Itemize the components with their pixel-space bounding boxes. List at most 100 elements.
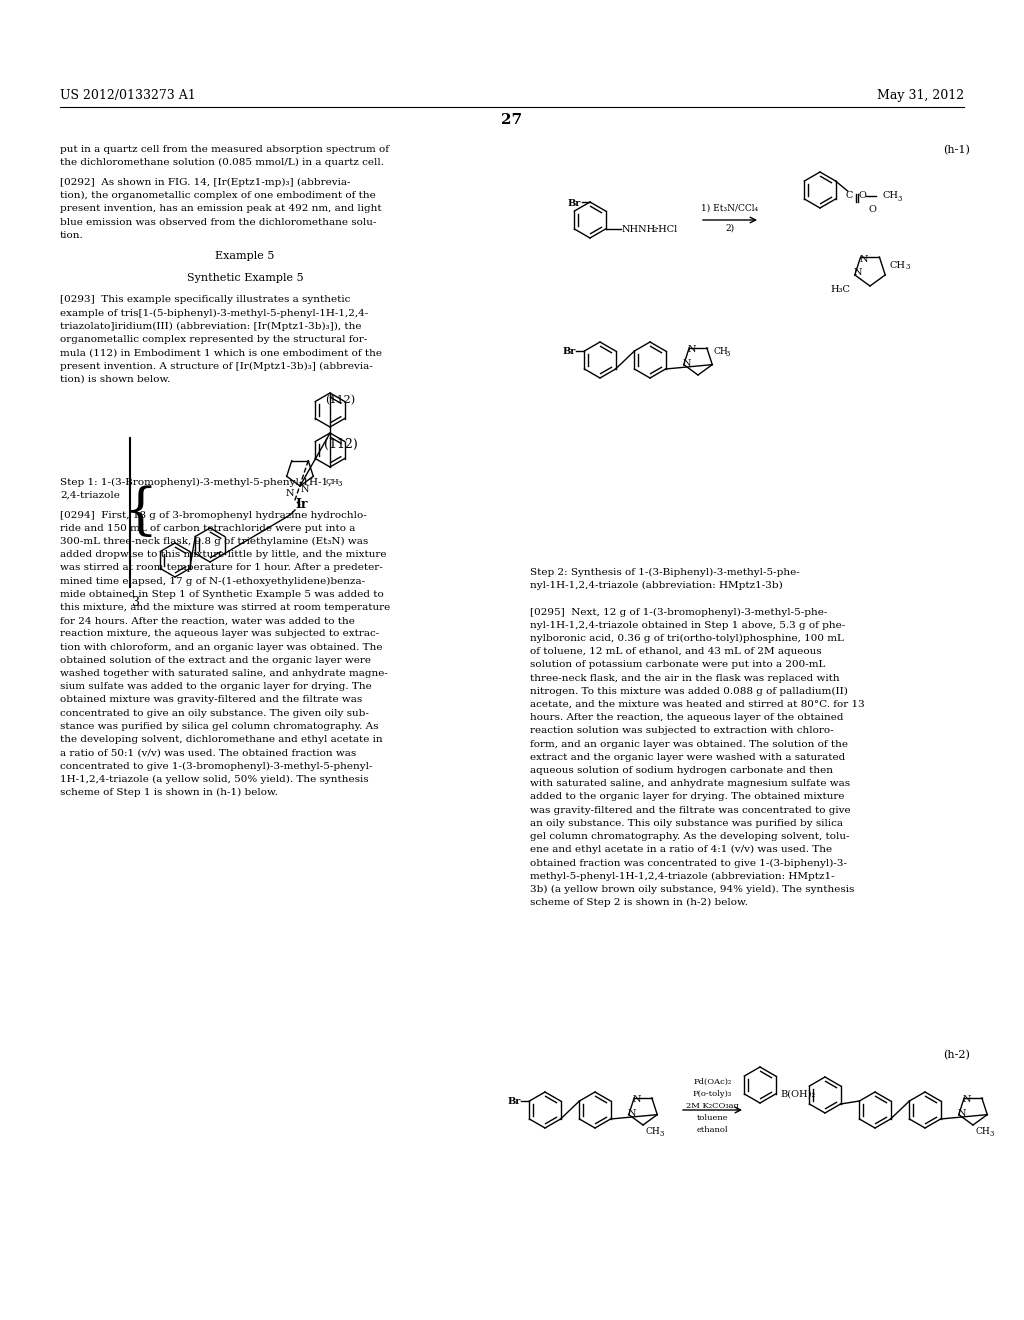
Text: B(OH)₂: B(OH)₂: [780, 1089, 816, 1098]
Text: P(o-toly)₃: P(o-toly)₃: [693, 1090, 732, 1098]
Text: reaction solution was subjected to extraction with chloro-: reaction solution was subjected to extra…: [530, 726, 834, 735]
Text: Synthetic Example 5: Synthetic Example 5: [186, 273, 303, 282]
Text: example of tris[1-(5-biphenyl)-3-methyl-5-phenyl-1H-1,2,4-: example of tris[1-(5-biphenyl)-3-methyl-…: [60, 309, 369, 318]
Text: a ratio of 50:1 (v/v) was used. The obtained fraction was: a ratio of 50:1 (v/v) was used. The obta…: [60, 748, 356, 758]
Text: N: N: [688, 346, 696, 354]
Text: 2: 2: [652, 227, 657, 235]
Text: the developing solvent, dichloromethane and ethyl acetate in: the developing solvent, dichloromethane …: [60, 735, 383, 744]
Text: scheme of Step 2 is shown in (h-2) below.: scheme of Step 2 is shown in (h-2) below…: [530, 898, 748, 907]
Text: Br: Br: [508, 1097, 521, 1106]
Text: N: N: [286, 490, 294, 499]
Text: ethanol: ethanol: [696, 1126, 728, 1134]
Text: nylboronic acid, 0.36 g of tri(ortho-tolyl)phosphine, 100 mL: nylboronic acid, 0.36 g of tri(ortho-tol…: [530, 634, 844, 643]
Text: [0294]  First, 18 g of 3-bromophenyl hydrazine hydrochlo-: [0294] First, 18 g of 3-bromophenyl hydr…: [60, 511, 367, 520]
Text: blue emission was observed from the dichloromethane solu-: blue emission was observed from the dich…: [60, 218, 377, 227]
Text: put in a quartz cell from the measured absorption spectrum of: put in a quartz cell from the measured a…: [60, 145, 389, 154]
Text: ene and ethyl acetate in a ratio of 4:1 (v/v) was used. The: ene and ethyl acetate in a ratio of 4:1 …: [530, 845, 833, 854]
Text: [0292]  As shown in FIG. 14, [Ir(Eptz1-mp)₃] (abbrevia-: [0292] As shown in FIG. 14, [Ir(Eptz1-mp…: [60, 178, 350, 187]
Text: mined time elapsed, 17 g of N-(1-ethoxyethylidene)benza-: mined time elapsed, 17 g of N-(1-ethoxye…: [60, 577, 366, 586]
Text: sium sulfate was added to the organic layer for drying. The: sium sulfate was added to the organic la…: [60, 682, 372, 692]
Text: hours. After the reaction, the aqueous layer of the obtained: hours. After the reaction, the aqueous l…: [530, 713, 844, 722]
Text: washed together with saturated saline, and anhydrate magne-: washed together with saturated saline, a…: [60, 669, 388, 678]
Text: present invention, has an emission peak at 492 nm, and light: present invention, has an emission peak …: [60, 205, 382, 214]
Text: acetate, and the mixture was heated and stirred at 80°C. for 13: acetate, and the mixture was heated and …: [530, 700, 864, 709]
Text: CH: CH: [325, 478, 339, 486]
Text: N: N: [854, 268, 862, 277]
Text: ride and 150 mL of carbon tetrachloride were put into a: ride and 150 mL of carbon tetrachloride …: [60, 524, 355, 533]
Text: N: N: [633, 1096, 641, 1105]
Text: 3: 3: [659, 1130, 664, 1138]
Text: gel column chromatography. As the developing solvent, tolu-: gel column chromatography. As the develo…: [530, 832, 850, 841]
Text: 3: 3: [132, 595, 140, 609]
Text: was gravity-filtered and the filtrate was concentrated to give: was gravity-filtered and the filtrate wa…: [530, 805, 851, 814]
Text: aqueous solution of sodium hydrogen carbonate and then: aqueous solution of sodium hydrogen carb…: [530, 766, 833, 775]
Text: toluene: toluene: [696, 1114, 728, 1122]
Text: ·HCl: ·HCl: [655, 224, 678, 234]
Text: N: N: [301, 486, 309, 495]
Text: 3b) (a yellow brown oily substance, 94% yield). The synthesis: 3b) (a yellow brown oily substance, 94% …: [530, 884, 854, 894]
Text: triazolato]iridium(III) (abbreviation: [Ir(Mptz1-3b)₃]), the: triazolato]iridium(III) (abbreviation: […: [60, 322, 361, 331]
Text: this mixture, and the mixture was stirred at room temperature: this mixture, and the mixture was stirre…: [60, 603, 390, 612]
Text: Step 1: 1-(3-Bromophenyl)-3-methyl-5-phenyl-1H-1,: Step 1: 1-(3-Bromophenyl)-3-methyl-5-phe…: [60, 478, 332, 487]
Text: 2): 2): [725, 223, 734, 232]
Text: 1H-1,2,4-triazole (a yellow solid, 50% yield). The synthesis: 1H-1,2,4-triazole (a yellow solid, 50% y…: [60, 775, 369, 784]
Text: stance was purified by silica gel column chromatography. As: stance was purified by silica gel column…: [60, 722, 379, 731]
Text: was stirred at room temperature for 1 hour. After a predeter-: was stirred at room temperature for 1 ho…: [60, 564, 383, 573]
Text: solution of potassium carbonate were put into a 200-mL: solution of potassium carbonate were put…: [530, 660, 825, 669]
Text: tion), the organometallic complex of one embodiment of the: tion), the organometallic complex of one…: [60, 191, 376, 201]
Text: 3: 3: [726, 350, 730, 358]
Text: CH: CH: [976, 1127, 991, 1137]
Text: {: {: [122, 486, 158, 540]
Text: three-neck flask, and the air in the flask was replaced with: three-neck flask, and the air in the fla…: [530, 673, 840, 682]
Text: 1) Et₃N/CCl₄: 1) Et₃N/CCl₄: [701, 203, 759, 213]
Text: tion.: tion.: [60, 231, 84, 240]
Text: Example 5: Example 5: [215, 251, 274, 260]
Text: CH: CH: [890, 260, 906, 269]
Text: N: N: [859, 255, 868, 264]
Text: 300-mL three-neck flask, 9.8 g of triethylamine (Et₃N) was: 300-mL three-neck flask, 9.8 g of trieth…: [60, 537, 369, 546]
Text: CH: CH: [713, 347, 728, 356]
Text: (112): (112): [325, 395, 355, 405]
Text: CH: CH: [646, 1127, 660, 1137]
Text: Br: Br: [562, 346, 575, 355]
Text: of toluene, 12 mL of ethanol, and 43 mL of 2M aqueous: of toluene, 12 mL of ethanol, and 43 mL …: [530, 647, 821, 656]
Text: [0293]  This example specifically illustrates a synthetic: [0293] This example specifically illustr…: [60, 296, 350, 305]
Text: added dropwise to this mixture little by little, and the mixture: added dropwise to this mixture little by…: [60, 550, 386, 560]
Text: extract and the organic layer were washed with a saturated: extract and the organic layer were washe…: [530, 752, 845, 762]
Text: present invention. A structure of [Ir(Mptz1-3b)₃] (abbrevia-: present invention. A structure of [Ir(Mp…: [60, 362, 373, 371]
Text: mula (112) in Embodiment 1 which is one embodiment of the: mula (112) in Embodiment 1 which is one …: [60, 348, 382, 358]
Text: CH: CH: [883, 191, 899, 201]
Text: C: C: [846, 191, 853, 201]
Text: (h-2): (h-2): [943, 1049, 970, 1060]
Text: May 31, 2012: May 31, 2012: [877, 88, 964, 102]
Text: (112): (112): [325, 438, 358, 451]
Text: mide obtained in Step 1 of Synthetic Example 5 was added to: mide obtained in Step 1 of Synthetic Exa…: [60, 590, 384, 599]
Text: nyl-1H-1,2,4-triazole (abbreviation: HMptz1-3b): nyl-1H-1,2,4-triazole (abbreviation: HMp…: [530, 581, 782, 590]
Text: N: N: [682, 359, 691, 368]
Text: obtained fraction was concentrated to give 1-(3-biphenyl)-3-: obtained fraction was concentrated to gi…: [530, 858, 847, 867]
Text: form, and an organic layer was obtained. The solution of the: form, and an organic layer was obtained.…: [530, 739, 848, 748]
Text: reaction mixture, the aqueous layer was subjected to extrac-: reaction mixture, the aqueous layer was …: [60, 630, 379, 639]
Text: tion) is shown below.: tion) is shown below.: [60, 375, 170, 384]
Text: 27: 27: [502, 114, 522, 127]
Text: scheme of Step 1 is shown in (h-1) below.: scheme of Step 1 is shown in (h-1) below…: [60, 788, 278, 797]
Text: tion with chloroform, and an organic layer was obtained. The: tion with chloroform, and an organic lay…: [60, 643, 383, 652]
Text: organometallic complex represented by the structural for-: organometallic complex represented by th…: [60, 335, 368, 345]
Text: Ir: Ir: [295, 499, 307, 511]
Text: added to the organic layer for drying. The obtained mixture: added to the organic layer for drying. T…: [530, 792, 845, 801]
Text: for 24 hours. After the reaction, water was added to the: for 24 hours. After the reaction, water …: [60, 616, 355, 626]
Text: concentrated to give 1-(3-bromophenyl)-3-methyl-5-phenyl-: concentrated to give 1-(3-bromophenyl)-3…: [60, 762, 373, 771]
Text: NHNH: NHNH: [622, 224, 655, 234]
Text: 2M K₂CO₃aq: 2M K₂CO₃aq: [686, 1102, 739, 1110]
Text: Br: Br: [568, 199, 582, 209]
Text: nitrogen. To this mixture was added 0.088 g of palladium(II): nitrogen. To this mixture was added 0.08…: [530, 686, 848, 696]
Text: 3: 3: [898, 195, 902, 203]
Text: Step 2: Synthesis of 1-(3-Biphenyl)-3-methyl-5-phe-: Step 2: Synthesis of 1-(3-Biphenyl)-3-me…: [530, 568, 800, 577]
Text: nyl-1H-1,2,4-triazole obtained in Step 1 above, 5.3 g of phe-: nyl-1H-1,2,4-triazole obtained in Step 1…: [530, 620, 845, 630]
Text: O: O: [868, 205, 877, 214]
Text: an oily substance. This oily substance was purified by silica: an oily substance. This oily substance w…: [530, 818, 843, 828]
Text: 3: 3: [906, 263, 910, 271]
Text: 2,4-triazole: 2,4-triazole: [60, 491, 120, 500]
Text: (h-1): (h-1): [943, 145, 970, 156]
Text: O: O: [858, 191, 866, 201]
